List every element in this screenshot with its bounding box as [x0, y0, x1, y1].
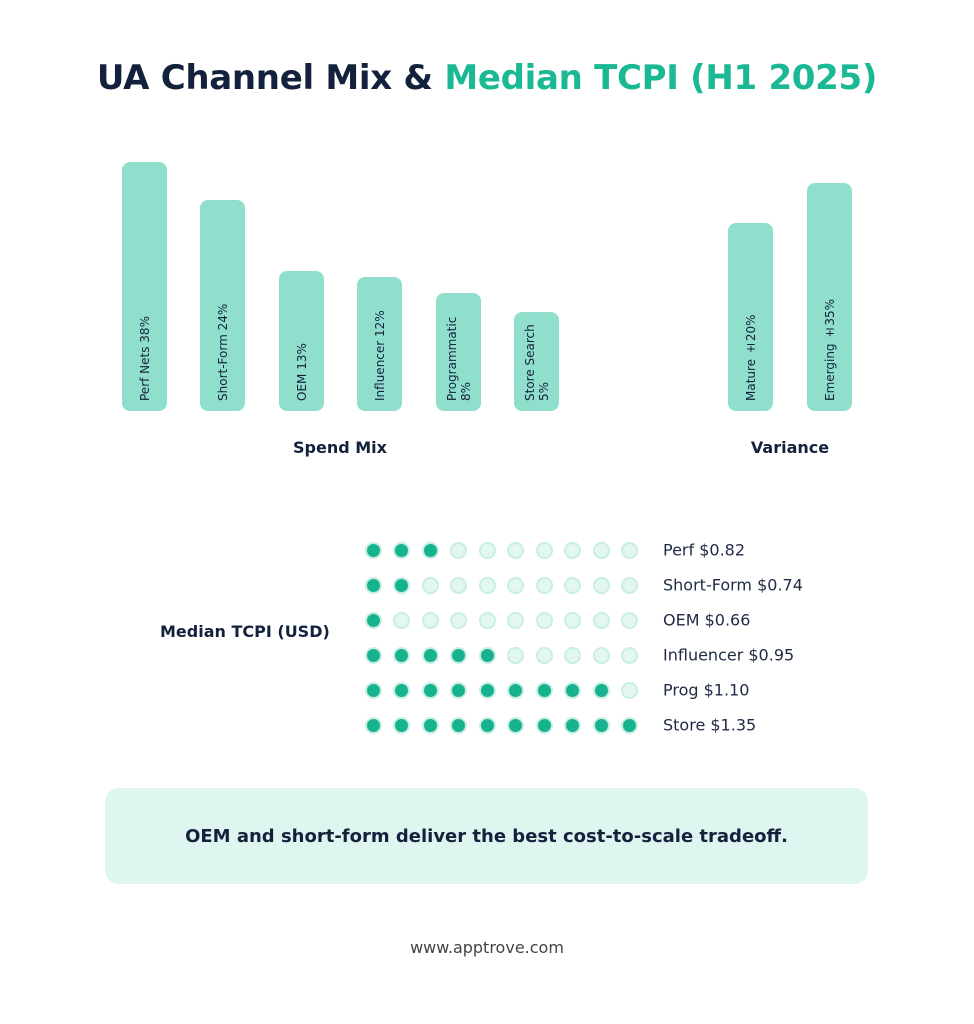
row-label: Store $1.35: [663, 715, 757, 735]
dot-filled: [478, 681, 496, 699]
dot-filled: [535, 681, 553, 699]
row-label: Short-Form $0.74: [663, 575, 803, 595]
dot-filled: [564, 681, 581, 699]
dot-empty: [621, 646, 638, 664]
footer: www.apptrove.com: [410, 938, 564, 957]
dot-empty: [592, 541, 610, 559]
title: UA Channel Mix & Median TCPI (H1 2025): [0, 58, 974, 98]
title-part: UA Channel Mix &: [96, 58, 433, 98]
dot-filled: [421, 681, 439, 699]
bar: Short-Form 24%: [200, 200, 245, 411]
bar-label: Perf Nets 38%: [137, 316, 152, 401]
bar: Store Search 5%: [514, 312, 559, 411]
bar-label: Influencer 12%: [372, 310, 387, 401]
dot-empty: [478, 576, 496, 594]
row-label: Perf $0.82: [663, 540, 746, 560]
dot-empty: [450, 576, 467, 594]
dot-empty: [421, 576, 439, 594]
group-label: Variance: [750, 438, 830, 457]
dot-empty: [564, 611, 581, 629]
bar-label: Short-Form 24%: [215, 303, 230, 401]
dot-filled: [393, 716, 410, 734]
dot-empty: [592, 646, 610, 664]
dot-filled: [393, 576, 410, 594]
bar: OEM 13%: [279, 271, 324, 411]
dot-empty: [621, 576, 638, 594]
dot-filled: [478, 716, 496, 734]
dot-empty: [535, 611, 553, 629]
row-label: Influencer $0.95: [663, 645, 795, 665]
dot-empty: [507, 576, 524, 594]
dot-empty: [592, 611, 610, 629]
dot-filled: [393, 681, 410, 699]
dot-filled: [478, 646, 496, 664]
dot-filled: [421, 646, 439, 664]
dot-filled: [507, 681, 524, 699]
dot-empty: [564, 646, 581, 664]
dot-empty: [507, 646, 524, 664]
dot-filled: [592, 716, 610, 734]
dot-filled: [564, 716, 581, 734]
dot-filled: [507, 716, 524, 734]
dot-filled: [421, 716, 439, 734]
dot-filled: [535, 716, 553, 734]
dot-empty: [478, 611, 496, 629]
bar: Influencer 12%: [357, 277, 402, 411]
group-label: Spend Mix: [293, 438, 387, 457]
bar: Programmatic 8%: [436, 293, 481, 411]
dot-empty: [393, 611, 410, 629]
title-part: Median TCPI (H1 2025): [444, 58, 878, 98]
bar-label: OEM 13%: [294, 343, 309, 401]
dot-empty: [450, 611, 467, 629]
bar-label: Mature ±20%: [743, 314, 758, 401]
dot-empty: [507, 541, 524, 559]
bar-label: Store Search 5%: [522, 324, 551, 401]
dot-filled: [364, 716, 382, 734]
dot-empty: [507, 611, 524, 629]
dot-filled: [450, 681, 467, 699]
dot-filled: [393, 541, 410, 559]
dot-filled: [421, 541, 439, 559]
dot-empty: [535, 541, 553, 559]
dot-filled: [364, 541, 382, 559]
bar-label: Programmatic 8%: [444, 316, 473, 401]
dot-empty: [592, 576, 610, 594]
dot-filled: [450, 716, 467, 734]
dot-filled: [364, 646, 382, 664]
dot-filled: [364, 611, 382, 629]
dot-empty: [621, 681, 638, 699]
bar-label: Emerging ±35%: [822, 298, 837, 401]
callout: OEM and short-form deliver the best cost…: [105, 788, 868, 884]
bar: Emerging ±35%: [807, 183, 852, 411]
bar: Perf Nets 38%: [122, 162, 167, 411]
dot-empty: [421, 611, 439, 629]
dot-filled: [364, 681, 382, 699]
dot-empty: [478, 541, 496, 559]
bar: Mature ±20%: [728, 223, 773, 411]
dot-filled: [393, 646, 410, 664]
dot-filled: [364, 576, 382, 594]
dot-filled: [621, 716, 638, 734]
dot-filled: [450, 646, 467, 664]
dot-filled: [592, 681, 610, 699]
row-label: Prog $1.10: [663, 680, 750, 700]
dot-empty: [535, 646, 553, 664]
tcpi-label: Median TCPI (USD): [160, 622, 330, 641]
row-label: OEM $0.66: [663, 610, 751, 630]
dot-empty: [621, 541, 638, 559]
dot-empty: [621, 611, 638, 629]
dot-empty: [450, 541, 467, 559]
dot-empty: [564, 541, 581, 559]
dot-empty: [564, 576, 581, 594]
dot-empty: [535, 576, 553, 594]
